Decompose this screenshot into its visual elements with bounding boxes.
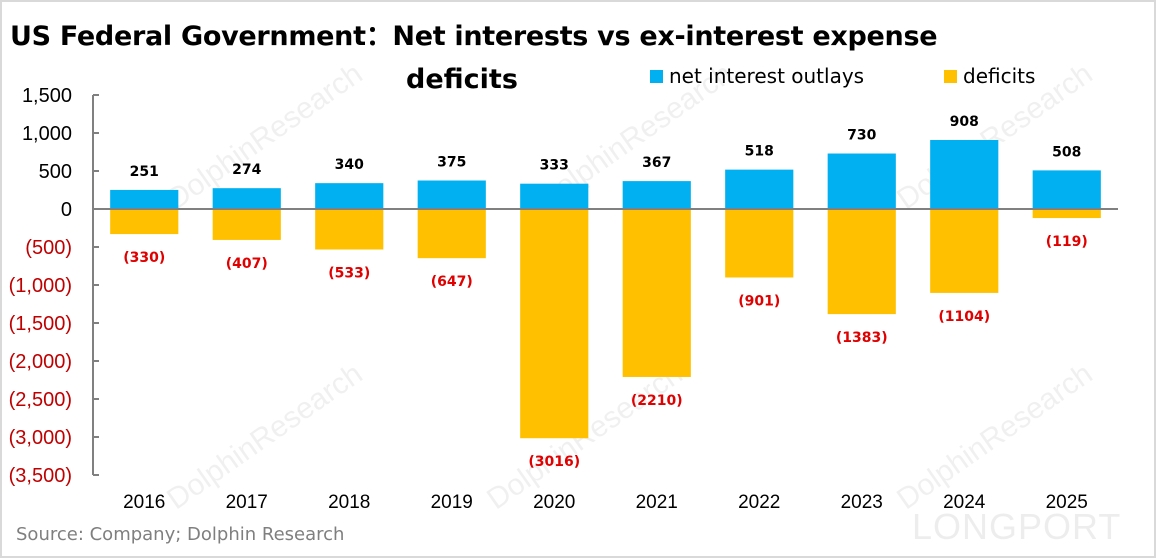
legend-label: deficits bbox=[963, 64, 1036, 88]
bar-deficit-2017 bbox=[212, 209, 281, 240]
x-tick-label: 2024 bbox=[943, 492, 986, 513]
bar-deficit-2019 bbox=[417, 209, 486, 259]
data-label-deficit: (2210) bbox=[631, 393, 683, 409]
y-tick-label: 1,500 bbox=[22, 85, 72, 107]
data-label-deficit: (407) bbox=[226, 256, 268, 272]
legend-item-net-interest: net interest outlays bbox=[650, 64, 864, 88]
y-tick-label: (2,500) bbox=[9, 389, 72, 411]
data-label-net-interest: 340 bbox=[335, 157, 364, 173]
bar-net-interest-2018 bbox=[315, 183, 384, 209]
legend-item-deficits: deficits bbox=[944, 64, 1035, 88]
bar-deficit-2022 bbox=[725, 209, 794, 278]
bar-net-interest-2021 bbox=[622, 181, 691, 209]
data-label-deficit: (3016) bbox=[528, 454, 580, 470]
x-tick-label: 2021 bbox=[636, 492, 678, 513]
data-label-net-interest: 730 bbox=[847, 128, 876, 144]
legend-swatch-deficits bbox=[944, 69, 957, 83]
bar-net-interest-2019 bbox=[417, 180, 486, 209]
y-tick-label: (2,000) bbox=[9, 351, 72, 373]
bar-deficit-2020 bbox=[520, 209, 589, 439]
y-tick-label: 500 bbox=[39, 161, 72, 183]
data-label-net-interest: 367 bbox=[642, 155, 671, 171]
bar-net-interest-2016 bbox=[110, 189, 179, 209]
data-label-deficit: (119) bbox=[1046, 234, 1088, 250]
data-label-net-interest: 251 bbox=[130, 164, 159, 180]
bars-group bbox=[110, 139, 1101, 439]
data-label-net-interest: 333 bbox=[540, 158, 569, 174]
x-tick-label: 2019 bbox=[431, 492, 473, 513]
y-tick-label: 1,000 bbox=[22, 123, 72, 145]
x-tick-label: 2020 bbox=[533, 492, 575, 513]
x-tick-label: 2025 bbox=[1046, 492, 1088, 513]
data-label-deficit: (330) bbox=[123, 250, 165, 266]
y-tick-label: (1,500) bbox=[9, 313, 72, 335]
data-label-deficit: (901) bbox=[738, 293, 780, 309]
legend-label: net interest outlays bbox=[669, 64, 865, 88]
x-tick-label: 2018 bbox=[328, 492, 370, 513]
x-tick-label: 2016 bbox=[123, 492, 165, 513]
x-tick-label: 2022 bbox=[738, 492, 780, 513]
data-label-net-interest: 518 bbox=[745, 144, 774, 160]
x-tick-label: 2023 bbox=[841, 492, 883, 513]
bar-net-interest-2022 bbox=[725, 169, 794, 209]
x-tick-label: 2017 bbox=[226, 492, 268, 513]
data-label-net-interest: 274 bbox=[232, 162, 261, 178]
bar-net-interest-2017 bbox=[212, 188, 281, 209]
y-tick-label: 0 bbox=[61, 199, 72, 221]
labels-group: 251 (330) 2016 274 (407) 2017 340 (533) 2018 375 (… bbox=[9, 85, 1088, 513]
bar-deficit-2016 bbox=[110, 209, 179, 235]
bar-deficit-2024 bbox=[930, 209, 999, 293]
chart-title-line2: deficits bbox=[406, 64, 518, 95]
data-label-net-interest: 375 bbox=[437, 155, 466, 171]
data-label-deficit: (1104) bbox=[938, 309, 990, 325]
data-label-deficit: (1383) bbox=[836, 330, 888, 346]
y-tick-label: (3,500) bbox=[9, 465, 72, 487]
data-label-net-interest: 908 bbox=[950, 114, 979, 130]
y-tick-label: (500) bbox=[25, 237, 72, 259]
bar-deficit-2025 bbox=[1032, 209, 1101, 219]
bar-net-interest-2020 bbox=[520, 183, 589, 209]
legend-swatch-net-interest bbox=[650, 69, 663, 83]
longport-watermark: LONGPORT bbox=[912, 506, 1122, 547]
bar-net-interest-2025 bbox=[1032, 170, 1101, 209]
bar-net-interest-2024 bbox=[930, 139, 999, 209]
bar-deficit-2018 bbox=[315, 209, 384, 250]
chart-title: US Federal Government：Net interests vs e… bbox=[10, 21, 938, 52]
y-tick-label: (1,000) bbox=[9, 275, 72, 297]
y-tick-label: (3,000) bbox=[9, 427, 72, 449]
source-note: Source: Company; Dolphin Research bbox=[16, 524, 345, 545]
bar-deficit-2021 bbox=[622, 209, 691, 377]
data-label-deficit: (647) bbox=[431, 274, 473, 290]
bar-net-interest-2023 bbox=[827, 153, 896, 209]
data-label-net-interest: 508 bbox=[1052, 144, 1081, 160]
axes-group bbox=[92, 94, 1118, 476]
data-label-deficit: (533) bbox=[328, 266, 370, 282]
bar-deficit-2023 bbox=[827, 209, 896, 315]
